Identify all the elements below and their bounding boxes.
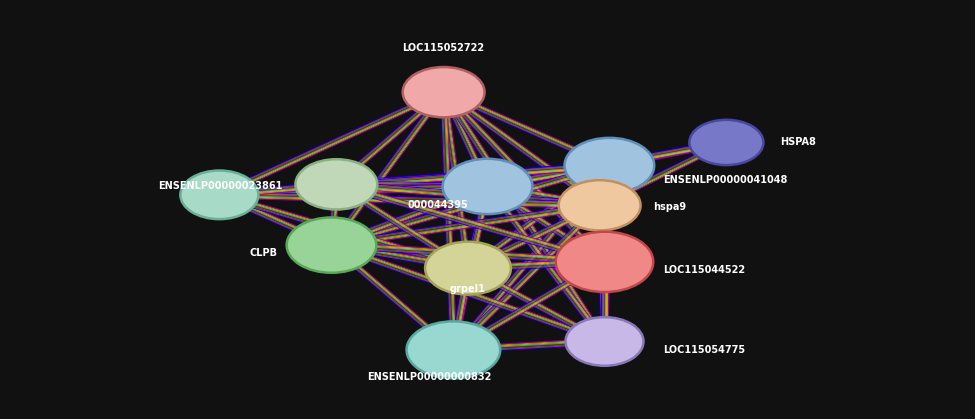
Ellipse shape bbox=[425, 242, 511, 295]
Text: ENSENLP00000041048: ENSENLP00000041048 bbox=[663, 175, 788, 185]
Text: CLPB: CLPB bbox=[250, 248, 278, 259]
Text: ENSENLP00000023861: ENSENLP00000023861 bbox=[158, 181, 283, 191]
Ellipse shape bbox=[689, 120, 763, 165]
Ellipse shape bbox=[559, 180, 641, 230]
Ellipse shape bbox=[565, 138, 654, 193]
Ellipse shape bbox=[556, 232, 653, 292]
Ellipse shape bbox=[287, 217, 376, 273]
Text: grpel1: grpel1 bbox=[450, 284, 486, 294]
Text: ENSENLP00000000832: ENSENLP00000000832 bbox=[367, 372, 491, 382]
Text: LOC115054775: LOC115054775 bbox=[663, 345, 745, 355]
Text: HSPA8: HSPA8 bbox=[780, 137, 816, 147]
Text: LOC115044522: LOC115044522 bbox=[663, 265, 745, 275]
Ellipse shape bbox=[443, 159, 532, 214]
Ellipse shape bbox=[407, 321, 500, 378]
Text: hspa9: hspa9 bbox=[653, 202, 686, 212]
Ellipse shape bbox=[403, 67, 485, 117]
Ellipse shape bbox=[566, 317, 644, 366]
Ellipse shape bbox=[180, 171, 258, 219]
Text: LOC115052722: LOC115052722 bbox=[403, 43, 485, 53]
Ellipse shape bbox=[295, 159, 377, 210]
Text: 000044395: 000044395 bbox=[408, 200, 468, 210]
